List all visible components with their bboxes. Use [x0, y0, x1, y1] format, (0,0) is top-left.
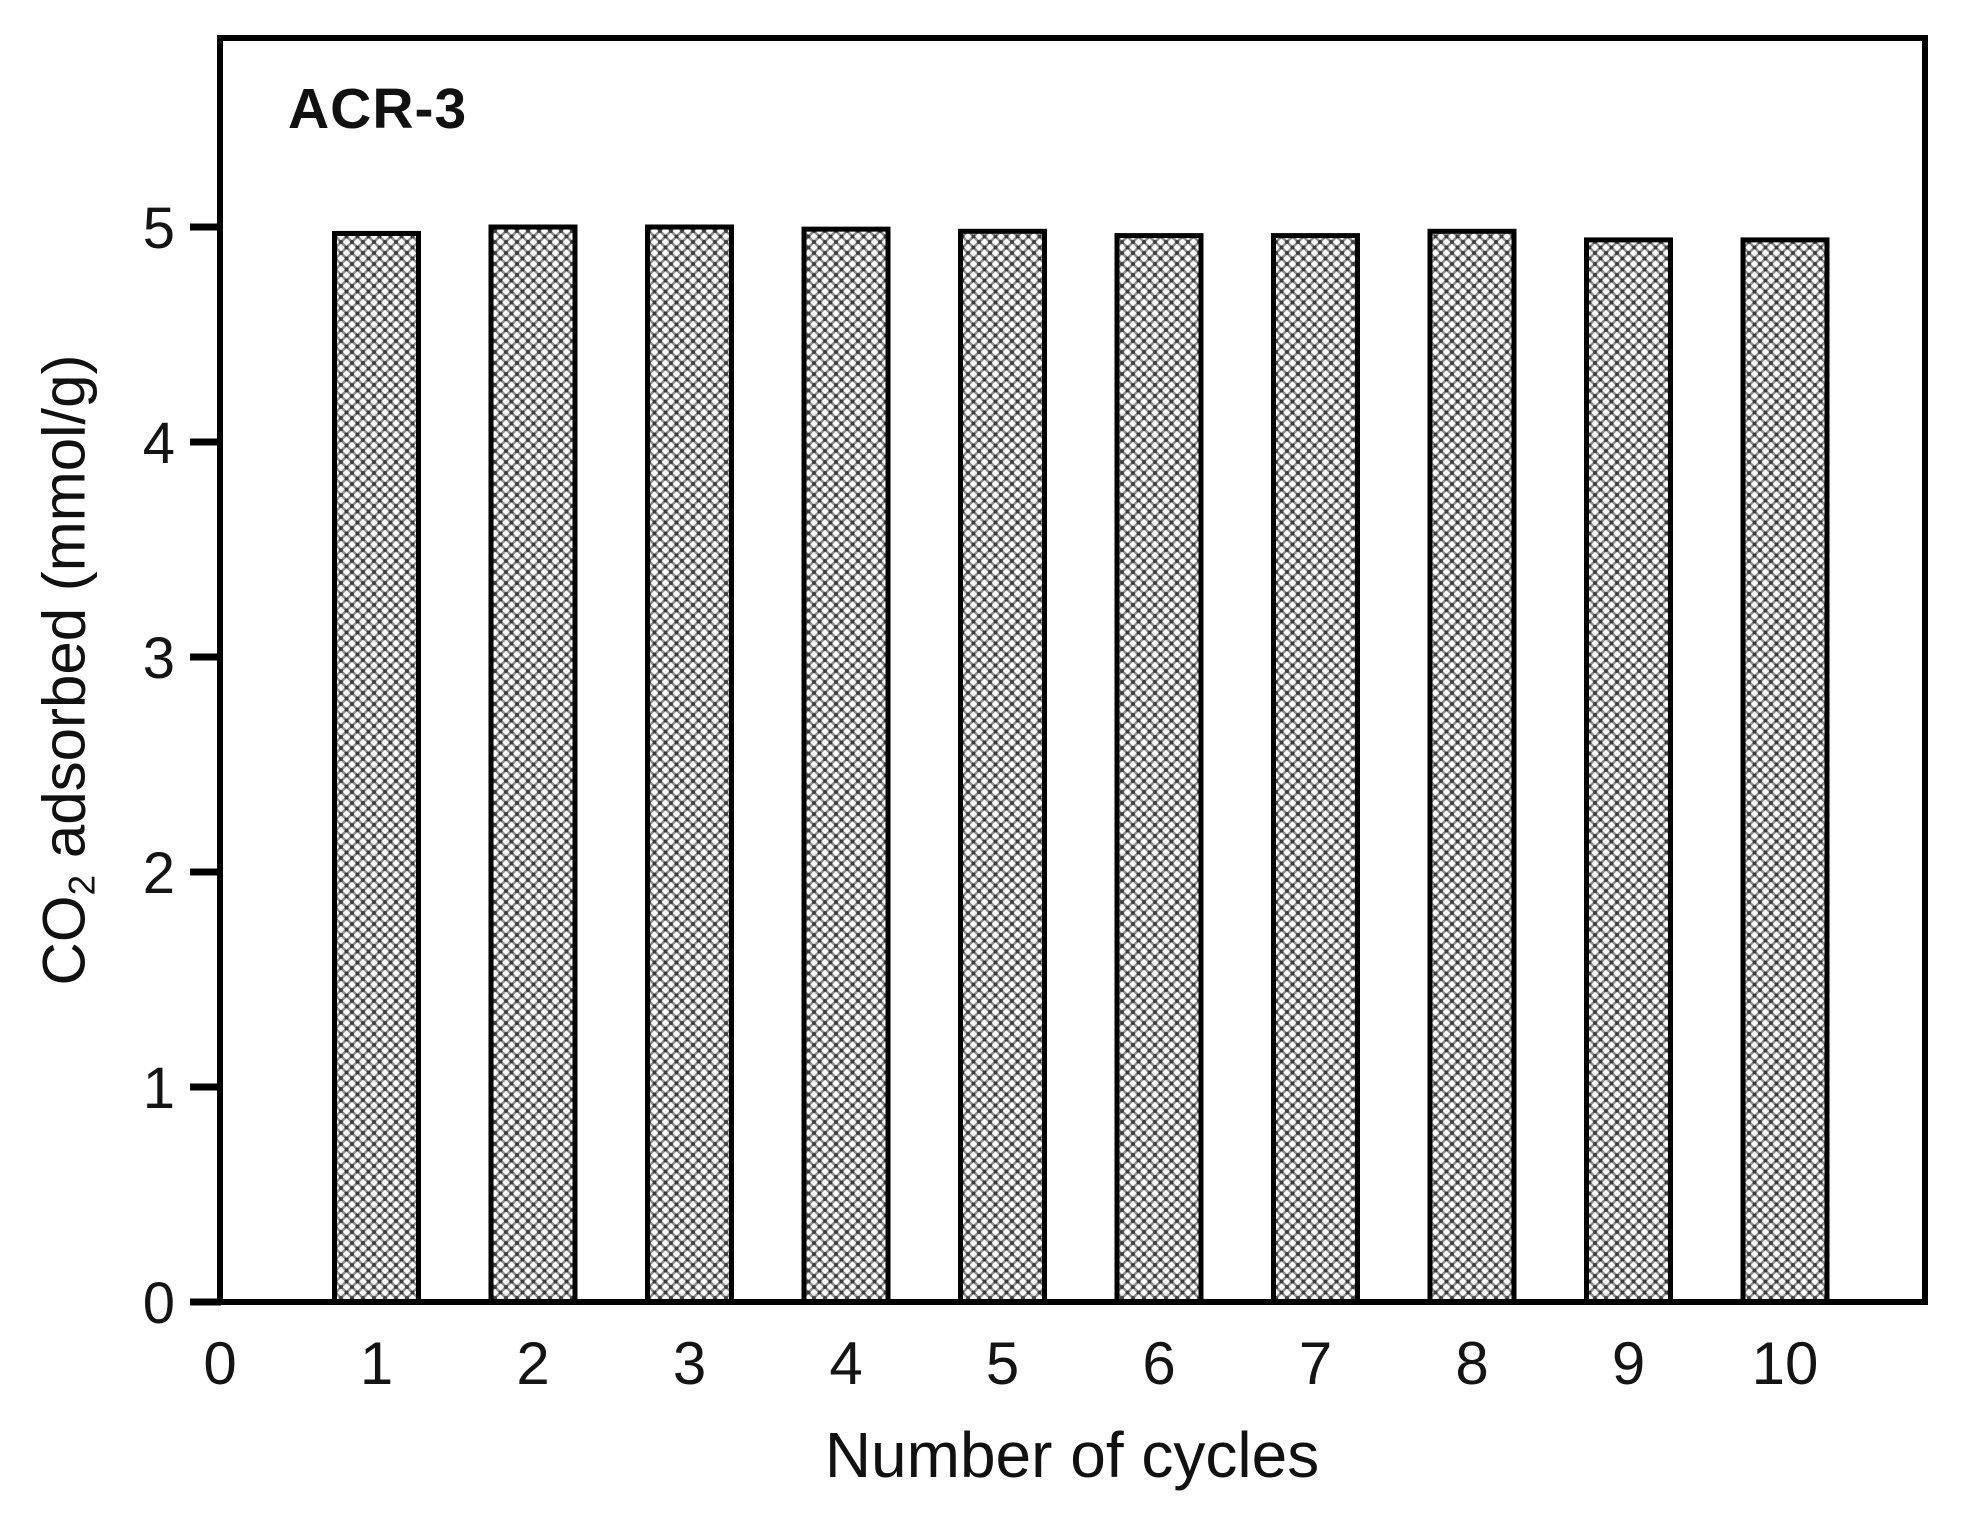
- x-tick-label: 5: [986, 1330, 1019, 1397]
- bars-group: [332, 224, 1830, 1305]
- x-tick-label: 10: [1752, 1330, 1819, 1397]
- y-axis-title-post: adsorbed (mmol/g): [30, 354, 98, 875]
- x-tick-label: 9: [1612, 1330, 1645, 1397]
- bar-cycle-5: [958, 228, 1047, 1305]
- bar-cycle-8: [1427, 228, 1517, 1305]
- x-tick-label: 1: [360, 1330, 393, 1397]
- bar-cycle-10: [1740, 237, 1830, 1305]
- bar-cycle-1: [332, 230, 421, 1305]
- series-annotation: ACR-3: [288, 77, 468, 141]
- bar-cycle-6: [1114, 233, 1204, 1305]
- x-tick-label: 3: [673, 1330, 706, 1397]
- y-axis-title: CO2 adsorbed (mmol/g): [30, 354, 103, 986]
- x-tick-label: 2: [516, 1330, 549, 1397]
- bar-cycle-7: [1271, 233, 1360, 1305]
- y-tick-label: 5: [143, 196, 175, 261]
- bar-cycle-4: [801, 226, 891, 1305]
- y-tick-label: 1: [143, 1056, 175, 1121]
- x-tick-label: 8: [1455, 1330, 1488, 1397]
- y-axis-title-pre: CO: [30, 895, 98, 986]
- y-tick-label: 4: [143, 411, 175, 476]
- bar-cycle-2: [488, 224, 578, 1305]
- y-tick-label: 3: [143, 626, 175, 691]
- x-tick-label: 4: [829, 1330, 862, 1397]
- y-tick-label: 2: [143, 841, 175, 906]
- y-tick-label: 0: [143, 1271, 175, 1336]
- bar-cycle-3: [645, 224, 734, 1305]
- y-axis-title-subscript: 2: [60, 874, 103, 896]
- x-tick-label: 0: [203, 1330, 236, 1397]
- x-tick-label: 7: [1299, 1330, 1332, 1397]
- x-tick-label: 6: [1142, 1330, 1175, 1397]
- axis-ticks-group: 0 1 2 3 4 5 0 1 2 3 4 5 6 7 8 9 10: [143, 196, 1819, 1397]
- bar-cycle-9: [1584, 237, 1673, 1305]
- plot-frame: [217, 35, 1928, 1305]
- x-axis-title: Number of cycles: [824, 1419, 1320, 1491]
